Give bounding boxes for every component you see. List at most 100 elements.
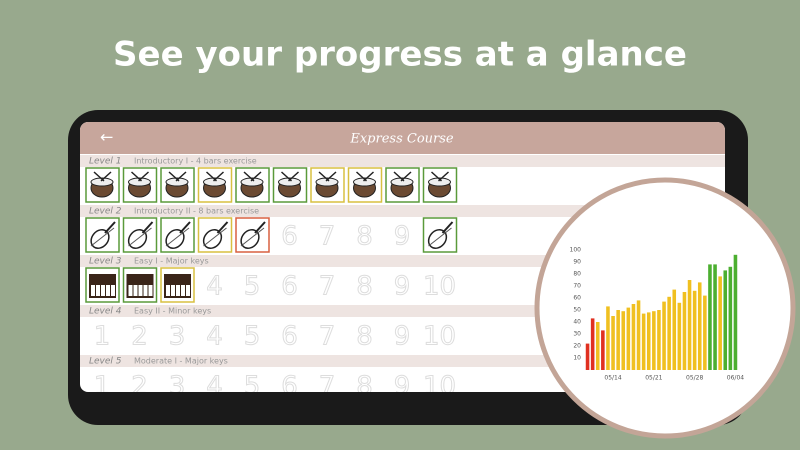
y-tick-label: 80 xyxy=(573,271,581,278)
bar xyxy=(657,310,661,370)
cell-number: 6 xyxy=(281,222,298,252)
y-tick-label: 60 xyxy=(573,295,581,302)
level-cell xyxy=(235,217,270,253)
drum-head xyxy=(428,177,451,187)
drum-stick xyxy=(175,171,187,182)
cell-number: 2 xyxy=(131,372,148,402)
cell-number: 9 xyxy=(394,272,411,302)
violin-bow xyxy=(128,227,152,247)
bar xyxy=(723,270,728,370)
bar xyxy=(636,300,641,370)
level-cell xyxy=(85,167,120,203)
bar xyxy=(585,343,590,370)
y-tick-label: 70 xyxy=(573,283,581,290)
x-tick-label: 05/21 xyxy=(645,375,662,382)
cell-number: 6 xyxy=(281,372,298,402)
piano-key xyxy=(176,285,180,296)
bar xyxy=(713,264,717,370)
level-name: Level 2 xyxy=(89,207,122,217)
level-cell xyxy=(160,267,195,303)
level-description: Introductory I - 4 bars exercise xyxy=(134,157,257,166)
piano-key xyxy=(111,285,115,296)
cell-number: 7 xyxy=(319,322,336,352)
y-tick-label: 40 xyxy=(573,319,581,326)
cell-number: 4 xyxy=(206,272,223,302)
bar xyxy=(601,330,605,370)
cell-number: 5 xyxy=(244,272,261,302)
violin-bow xyxy=(428,227,452,247)
level-cell xyxy=(85,217,120,253)
drum-head xyxy=(90,177,114,187)
app-title: Express Course xyxy=(349,132,454,147)
piano-key xyxy=(101,285,105,296)
bar xyxy=(718,276,722,370)
violin-bow xyxy=(90,227,115,247)
bar xyxy=(595,322,600,370)
level-name: Level 3 xyxy=(89,257,122,267)
y-tick-label: 90 xyxy=(573,259,581,266)
drum-head xyxy=(165,177,189,187)
cell-number: 1 xyxy=(94,322,111,352)
cell-number: 9 xyxy=(394,322,411,352)
y-tick-label: 10 xyxy=(573,355,581,362)
level-cell xyxy=(422,167,458,203)
cell-number: 9 xyxy=(394,372,411,402)
app-bar xyxy=(80,122,725,154)
cell-number: 8 xyxy=(356,372,373,402)
level-description: Easy I - Major keys xyxy=(134,257,209,266)
drum-head xyxy=(278,177,301,187)
drum-stick xyxy=(400,171,412,182)
level-cell xyxy=(122,267,158,303)
back-button[interactable]: ← xyxy=(100,128,113,147)
level-name: Level 1 xyxy=(89,157,122,167)
drum-stick xyxy=(100,171,112,182)
bar xyxy=(652,311,656,370)
x-tick-label: 06/04 xyxy=(727,375,744,382)
level-name: Level 5 xyxy=(89,357,122,367)
cell-number: 7 xyxy=(319,372,336,402)
piano-key xyxy=(138,285,143,296)
cell-number: 8 xyxy=(356,272,373,302)
level-cell xyxy=(310,167,345,203)
violin-neck xyxy=(141,221,154,234)
level-cell xyxy=(235,167,270,203)
drum-head xyxy=(315,177,339,187)
piano-key xyxy=(148,285,153,296)
level-cell xyxy=(272,167,308,203)
level-cell xyxy=(160,217,195,253)
bar xyxy=(677,302,682,370)
cell-number: 2 xyxy=(131,322,148,352)
cell-number: 5 xyxy=(244,372,261,402)
violin-neck xyxy=(179,221,191,234)
level-header xyxy=(80,205,725,217)
level-description: Introductory II - 8 bars exercise xyxy=(134,207,259,216)
piano-key xyxy=(128,285,133,296)
piano-key xyxy=(171,285,175,296)
bar xyxy=(728,266,733,370)
cell-number: 10 xyxy=(423,322,456,352)
violin-neck xyxy=(254,221,266,234)
cell-number: 6 xyxy=(281,322,298,352)
violin-bow xyxy=(165,227,190,247)
bar xyxy=(708,264,712,370)
bar xyxy=(692,290,697,370)
drum-stick xyxy=(250,171,262,182)
cell-number: 8 xyxy=(356,222,373,252)
bar xyxy=(606,306,610,370)
drum-stick xyxy=(137,171,150,182)
piano-key xyxy=(91,285,95,296)
bar xyxy=(626,307,631,370)
y-tick-label: 50 xyxy=(573,307,581,314)
level-cell xyxy=(385,167,420,203)
bar xyxy=(682,292,687,370)
level-cell xyxy=(422,217,458,253)
cell-number: 4 xyxy=(206,372,223,402)
piano-key xyxy=(106,285,110,296)
drum-stick xyxy=(212,171,225,182)
cell-number: 1 xyxy=(94,372,111,402)
x-tick-label: 05/14 xyxy=(604,375,621,382)
cell-number: 5 xyxy=(244,322,261,352)
piano-key xyxy=(133,285,138,296)
cell-number: 4 xyxy=(206,322,223,352)
cell-number: 9 xyxy=(394,222,411,252)
